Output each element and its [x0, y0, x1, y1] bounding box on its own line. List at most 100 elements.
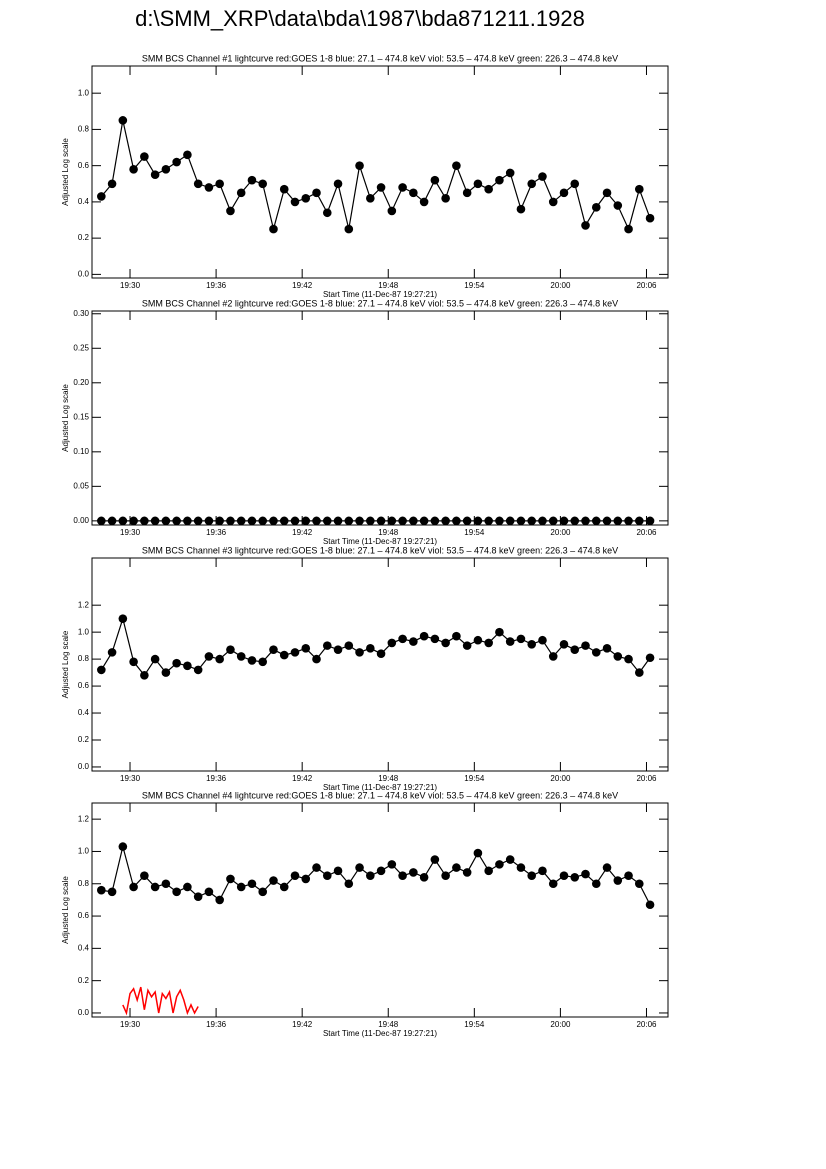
plot-frame	[91, 557, 669, 772]
data-point	[570, 516, 580, 526]
data-point	[269, 876, 278, 885]
x-tick-label: 19:54	[464, 528, 485, 537]
data-point	[355, 161, 364, 170]
y-tick-label: 0.6	[78, 911, 90, 920]
data-point	[387, 638, 397, 648]
data-point	[183, 516, 192, 526]
data-point	[258, 657, 268, 667]
data-point	[559, 871, 569, 880]
data-point	[290, 648, 300, 657]
data-point	[473, 516, 483, 526]
data-point	[107, 516, 117, 526]
data-point	[462, 516, 472, 526]
data-point	[344, 879, 354, 889]
y-tick-label: 0.2	[78, 976, 90, 985]
data-point	[279, 882, 289, 892]
data-point	[376, 866, 386, 876]
y-tick-label: 0.0	[78, 269, 90, 278]
data-point	[333, 179, 343, 189]
data-point	[387, 206, 397, 216]
data-point	[398, 871, 407, 880]
x-tick-label: 20:00	[550, 1020, 571, 1029]
data-point	[559, 639, 569, 649]
x-axis-label: Start Time (11-Dec-87 19:27:21)	[323, 1029, 437, 1038]
data-point	[430, 175, 440, 185]
page-title: d:\SMM_XRP\data\bda\1987\bda871211.1928	[135, 6, 585, 31]
data-point	[505, 855, 515, 864]
data-point	[333, 645, 343, 654]
data-point	[290, 516, 300, 526]
data-point	[409, 637, 418, 646]
y-tick-label: 0.2	[78, 233, 90, 242]
x-tick-label: 19:48	[378, 528, 399, 537]
data-point	[430, 634, 440, 644]
x-tick-label: 19:36	[206, 528, 227, 537]
data-point	[409, 516, 418, 526]
data-point	[548, 879, 558, 889]
x-tick-label: 20:06	[636, 1020, 657, 1029]
data-point	[204, 652, 214, 661]
y-tick-label: 0.8	[78, 654, 90, 663]
data-point	[484, 516, 493, 526]
data-point	[140, 670, 149, 680]
data-point	[462, 868, 472, 877]
data-point	[462, 641, 472, 650]
data-point	[505, 168, 515, 178]
data-point	[398, 516, 407, 526]
data-point	[322, 516, 332, 526]
data-point	[97, 192, 106, 201]
data-point	[183, 882, 192, 892]
x-tick-label: 19:30	[120, 1020, 141, 1029]
data-point	[441, 638, 450, 648]
data-point	[570, 645, 580, 654]
x-tick-label: 19:54	[464, 774, 485, 783]
data-point	[376, 183, 386, 192]
data-point	[161, 879, 171, 889]
data-point	[204, 887, 214, 897]
data-point	[236, 516, 246, 526]
data-point	[591, 879, 601, 889]
x-tick-label: 19:42	[292, 1020, 313, 1029]
data-point	[107, 887, 117, 897]
data-point	[172, 157, 181, 167]
data-point	[581, 221, 590, 230]
data-point	[624, 871, 633, 880]
series-line	[122, 986, 199, 1016]
data-point	[172, 516, 181, 526]
data-point	[236, 652, 246, 661]
data-point	[495, 627, 504, 637]
data-point	[258, 179, 268, 189]
data-point	[312, 188, 321, 198]
data-point	[333, 866, 343, 876]
data-point	[624, 516, 633, 526]
x-tick-label: 20:00	[550, 281, 571, 290]
y-tick-label: 0.6	[78, 681, 90, 690]
data-point	[398, 634, 407, 644]
data-point	[505, 516, 515, 526]
y-tick-label: 1.2	[78, 814, 90, 823]
data-point	[527, 516, 537, 526]
data-point	[355, 516, 364, 526]
x-tick-label: 20:06	[636, 528, 657, 537]
y-tick-label: 0.00	[73, 516, 89, 525]
data-point	[301, 516, 311, 526]
data-point	[107, 179, 117, 189]
series-line	[100, 616, 651, 677]
data-point	[495, 860, 504, 869]
data-point	[473, 179, 483, 189]
data-point	[602, 516, 612, 526]
y-tick-label: 0.2	[78, 735, 90, 744]
data-point	[581, 641, 590, 650]
y-tick-label: 0.8	[78, 879, 90, 888]
data-point	[279, 516, 289, 526]
y-tick-label: 0.0	[78, 1008, 90, 1017]
x-tick-label: 19:30	[120, 281, 141, 290]
y-tick-label: 1.0	[78, 847, 90, 856]
plot-frame	[91, 802, 669, 1018]
data-point	[129, 164, 138, 174]
x-tick-label: 20:00	[550, 774, 571, 783]
data-point	[452, 516, 461, 526]
data-point	[419, 872, 429, 882]
data-point	[516, 863, 526, 872]
